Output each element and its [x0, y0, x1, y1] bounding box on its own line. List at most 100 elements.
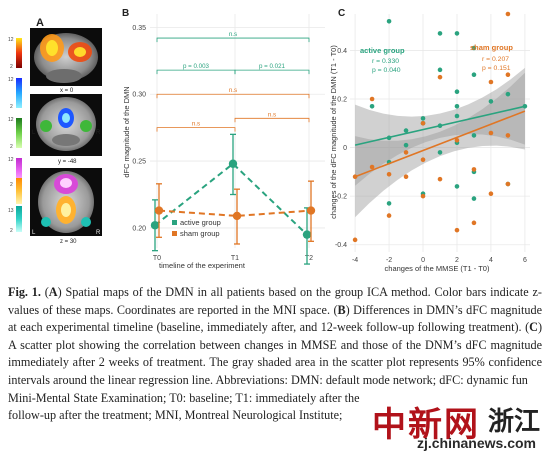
panel-c-point-1-22 [505, 133, 511, 138]
panel-b-letter: B [122, 8, 129, 19]
panel-c-point-0-25 [488, 99, 494, 104]
panel-c-point-0-4 [386, 201, 392, 206]
watermark-url: zj.chinanews.com [416, 435, 536, 451]
panel-b-bracket-label-2: p = 0.021 [259, 63, 286, 70]
orientation-left-axial: L [32, 230, 36, 236]
legend-sham-label: sham group [180, 229, 220, 238]
panel-b-series [150, 133, 316, 265]
panel-c-annotation-sham: sham group r = 0.207 p = 0.151 [470, 43, 513, 72]
panel-c-point-0-10 [437, 31, 443, 36]
orientation-left: L [32, 130, 36, 136]
panel-c-point-0-14 [454, 31, 460, 36]
panel-c-point-1-10 [420, 193, 426, 199]
panel-b-bracket-4 [156, 127, 236, 132]
watermark-region: 浙江 [487, 407, 540, 437]
brain-axial-image: L R z = 30 [30, 168, 102, 245]
caption-body-1: Spatial maps of the DMN in all patients … [8, 285, 542, 317]
panel-c-x-tick-label-0: -4 [352, 257, 358, 264]
panel-b-x-tick-label-0: T0 [153, 255, 161, 262]
legend-active-label: active group [180, 218, 221, 227]
panel-b-point-0-0 [150, 221, 160, 230]
panel-b-bracket-label-4: n.s [192, 121, 200, 128]
slice-label-axial: z = 30 [60, 239, 77, 245]
panel-c-point-0-0 [386, 18, 392, 24]
orientation-right: R [96, 130, 101, 136]
panel-c-point-1-9 [420, 157, 426, 163]
watermark-brand: 中新网 [372, 405, 480, 445]
colorbar-5 [16, 178, 22, 204]
panel-b-bracket-3 [156, 93, 310, 99]
annotation-sham-p: p = 0.151 [482, 65, 511, 72]
caption-ref-c: C [529, 320, 538, 335]
panel-c-y-axis-label: changes of the dFC magnitude of the DMN … [329, 45, 338, 219]
panel-b-y-tick-label-2: 0.30 [132, 92, 146, 99]
figure: A 12 2 12 2 12 2 12 2 13 2 [8, 8, 530, 273]
caption-body-4: Mini-Mental State Examination; T0: basel… [8, 390, 360, 405]
caption-body-5: follow-up after the treatment; MNI, Mont… [8, 408, 343, 423]
caption-body-3: A scatter plot showing the correlation b… [8, 337, 542, 387]
panel-c-point-1-21 [505, 72, 511, 78]
annotation-sham-name: sham group [470, 43, 513, 52]
panel-c-point-1-19 [488, 191, 494, 197]
panel-b-legend: active group sham group [172, 218, 221, 238]
annotation-sham-r: r = 0.207 [482, 56, 509, 63]
panel-c-points [352, 11, 528, 243]
panel-c-x-tick-label-2: 0 [421, 257, 425, 264]
orientation-right-axial: R [96, 230, 101, 236]
colorbar-label-4-top: 12 [8, 157, 14, 163]
panel-c-point-0-16 [454, 103, 460, 109]
panel-c-plot-area [350, 14, 530, 252]
panel-c-x-axis-label: changes of the MMSE (T1 - T0) [385, 264, 490, 273]
panel-b-bracket-5 [234, 117, 310, 123]
panel-c-point-1-7 [403, 174, 409, 180]
brain-coronal-image: L R y = -48 [30, 94, 102, 165]
panel-c-point-0-24 [471, 196, 477, 201]
panel-a: A 12 2 12 2 12 2 12 2 13 2 [8, 17, 102, 245]
panel-c-point-0-6 [403, 142, 409, 148]
panel-c-fit-line-0 [354, 105, 526, 146]
panel-c-point-1-13 [454, 137, 460, 143]
panel-c-point-0-21 [471, 72, 477, 78]
colorbar-label-5-bottom: 2 [10, 228, 13, 234]
annotation-active-name: active group [360, 46, 405, 55]
panel-c-point-0-26 [505, 91, 511, 97]
panel-c-x-tick-label-3: 2 [455, 257, 459, 264]
panel-c-point-1-4 [386, 171, 392, 177]
panel-c-point-1-11 [437, 176, 443, 182]
panel-b-bracket-label-1: p = 0.003 [183, 63, 210, 70]
colorbar-label-4-bottom: 2 [10, 182, 13, 188]
panel-b-y-ticks: 0.20 0.25 0.30 0.35 [132, 25, 146, 233]
panel-c-y-tick-label-2: 0 [343, 145, 347, 152]
panel-c-y-tick-label-4: 0.4 [337, 48, 347, 55]
panel-c-point-1-6 [403, 150, 409, 155]
panel-b-bracket-label-5: n.s [268, 111, 276, 118]
panel-b-y-tick-label-0: 0.20 [132, 225, 146, 232]
panel-c-fit-lines [354, 105, 526, 178]
panel-b-bracket-2 [234, 69, 310, 75]
panel-c-point-0-13 [437, 150, 443, 155]
colorbar-2 [16, 78, 22, 108]
panel-b-y-tick-label-1: 0.25 [132, 159, 146, 166]
panel-b-x-axis-label: timeline of the experiment [159, 261, 246, 270]
panel-c: C -0.4 -0.2 0 0.2 0.4 -4 -2 0 2 4 6 changes of th… [329, 8, 530, 273]
panel-c-point-1-18 [488, 130, 494, 136]
panel-b-point-0-2 [302, 230, 312, 239]
annotation-active-r: r = 0.330 [372, 58, 399, 65]
panel-c-point-0-19 [454, 184, 460, 189]
panel-c-point-1-14 [454, 227, 460, 233]
panel-c-annotation-active: active group r = 0.330 p = 0.040 [360, 46, 405, 74]
panel-c-point-0-22 [471, 133, 477, 138]
colorbars: 12 2 12 2 12 2 12 2 13 2 [8, 37, 22, 234]
colorbar-label-5-top: 13 [8, 208, 14, 214]
colorbar-label-3-top: 12 [8, 117, 14, 123]
panel-c-point-0-28 [522, 103, 528, 109]
panel-b-series-line-0 [154, 162, 308, 236]
panel-c-point-1-16 [471, 220, 477, 226]
panel-a-letter: A [36, 17, 44, 29]
panel-b-point-0-1 [228, 159, 238, 168]
panel-c-y-tick-label-0: -0.4 [335, 242, 347, 249]
panel-c-point-0-11 [437, 67, 443, 73]
colorbar-3 [16, 118, 22, 148]
panel-b-point-1-1 [232, 211, 242, 221]
panel-c-point-1-12 [437, 74, 443, 80]
